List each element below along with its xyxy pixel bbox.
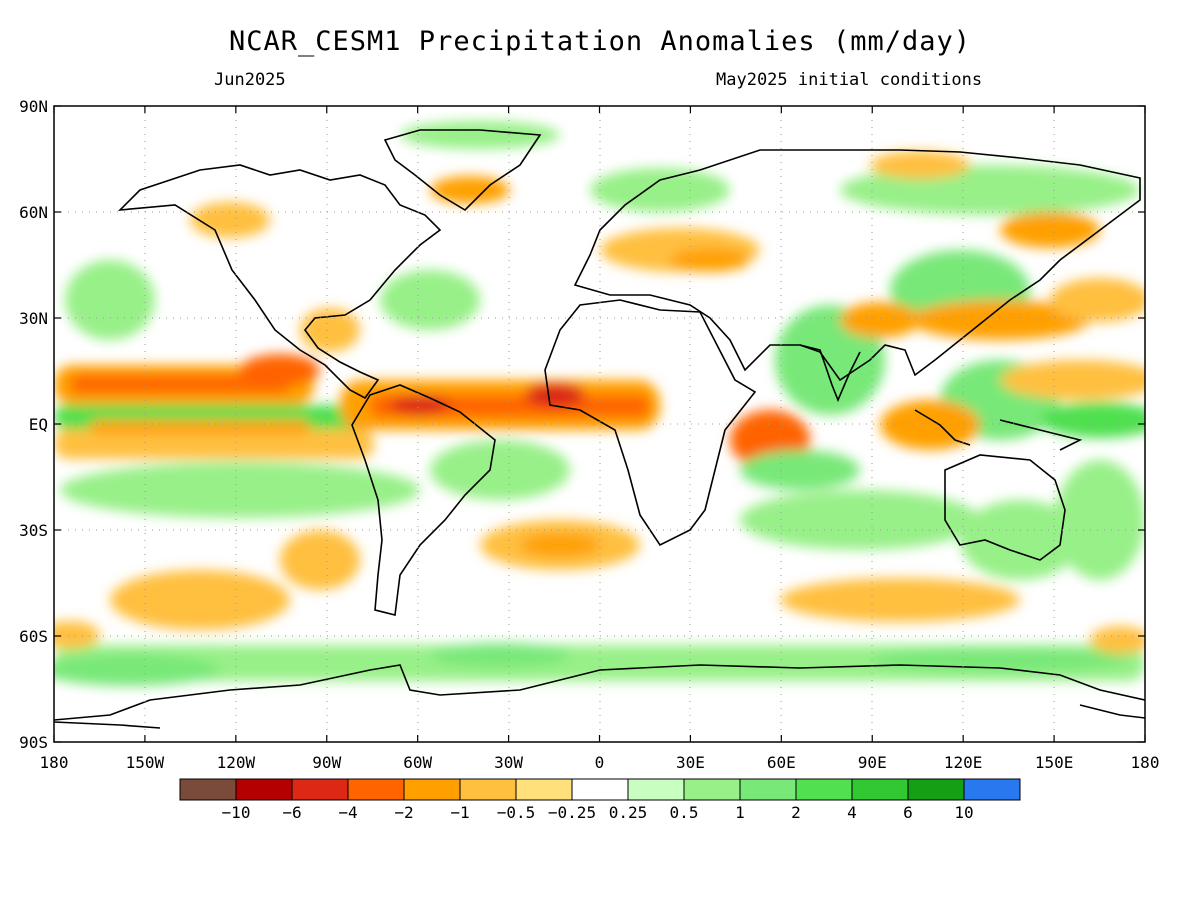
longitude-label: 180 (40, 753, 69, 772)
colorbar-tick-label: −10 (222, 803, 251, 822)
colorbar-swatch (291, 778, 349, 801)
valid-month: Jun2025 (214, 70, 286, 90)
longitude-label: 120W (217, 753, 256, 772)
latitude-label: 90S (19, 733, 48, 752)
colorbar-tick-label: 0.25 (609, 803, 648, 822)
axis-ticks (53, 105, 1146, 743)
colorbar-tick-label: −0.5 (497, 803, 536, 822)
colorbar-swatch (347, 778, 405, 801)
longitude-label: 60E (767, 753, 796, 772)
latitude-label: 30N (19, 309, 48, 328)
colorbar-swatch (795, 778, 853, 801)
colorbar-tick-label: −4 (338, 803, 357, 822)
colorbar-tick-label: 6 (903, 803, 913, 822)
colorbar-swatch (235, 778, 293, 801)
map-title: NCAR_CESM1 Precipitation Anomalies (mm/d… (229, 26, 971, 57)
longitude-label: 60W (403, 753, 432, 772)
latitude-label: EQ (29, 415, 48, 434)
colorbar-swatch (571, 778, 629, 801)
colorbar-swatch (739, 778, 797, 801)
colorbar-swatch (459, 778, 517, 801)
colorbar-tick-label: −2 (394, 803, 413, 822)
latitude-label: 60N (19, 203, 48, 222)
latitude-label: 90N (19, 97, 48, 116)
longitude-label: 30W (494, 753, 523, 772)
longitude-label: 120E (944, 753, 983, 772)
colorbar-swatch (403, 778, 461, 801)
longitude-label: 150W (126, 753, 165, 772)
longitude-label: 90E (858, 753, 887, 772)
initial-conditions: May2025 initial conditions (716, 70, 983, 90)
colorbar-tick-label: 1 (735, 803, 745, 822)
colorbar-swatch (627, 778, 685, 801)
latitude-label: 30S (19, 521, 48, 540)
colorbar-tick-label: −1 (450, 803, 469, 822)
colorbar-tick-label: 4 (847, 803, 857, 822)
longitude-label: 0 (595, 753, 605, 772)
longitude-label: 90W (312, 753, 341, 772)
colorbar-swatch (515, 778, 573, 801)
latitude-labels: 90N 60N 30N EQ 30S 60S 90S (19, 97, 48, 752)
longitude-label: 150E (1035, 753, 1074, 772)
colorbar-swatch (851, 778, 909, 801)
graticule (54, 106, 1145, 742)
colorbar-tick-label: 2 (791, 803, 801, 822)
colorbar-swatch (907, 778, 965, 801)
latitude-label: 60S (19, 627, 48, 646)
colorbar-tick-label: −6 (282, 803, 301, 822)
colorbar-tick-label: −0.25 (548, 803, 596, 822)
colorbar-tick-label: 0.5 (670, 803, 699, 822)
colorbar-tick-label: 10 (954, 803, 973, 822)
colorbar-swatch (179, 778, 237, 801)
longitude-label: 30E (676, 753, 705, 772)
colorbar (179, 778, 1021, 801)
longitude-labels: 180 150W 120W 90W 60W 30W 0 30E 60E 90E 120E 150E 18… (40, 753, 1160, 772)
anomaly-shading (54, 106, 1145, 742)
colorbar-swatch (963, 778, 1021, 801)
longitude-label: 180 (1131, 753, 1160, 772)
colorbar-labels: −10 −6 −4 −2 −1 −0.5 −0.25 0.25 0.5 1 2 4 6 10 (222, 803, 974, 822)
colorbar-swatch (683, 778, 741, 801)
